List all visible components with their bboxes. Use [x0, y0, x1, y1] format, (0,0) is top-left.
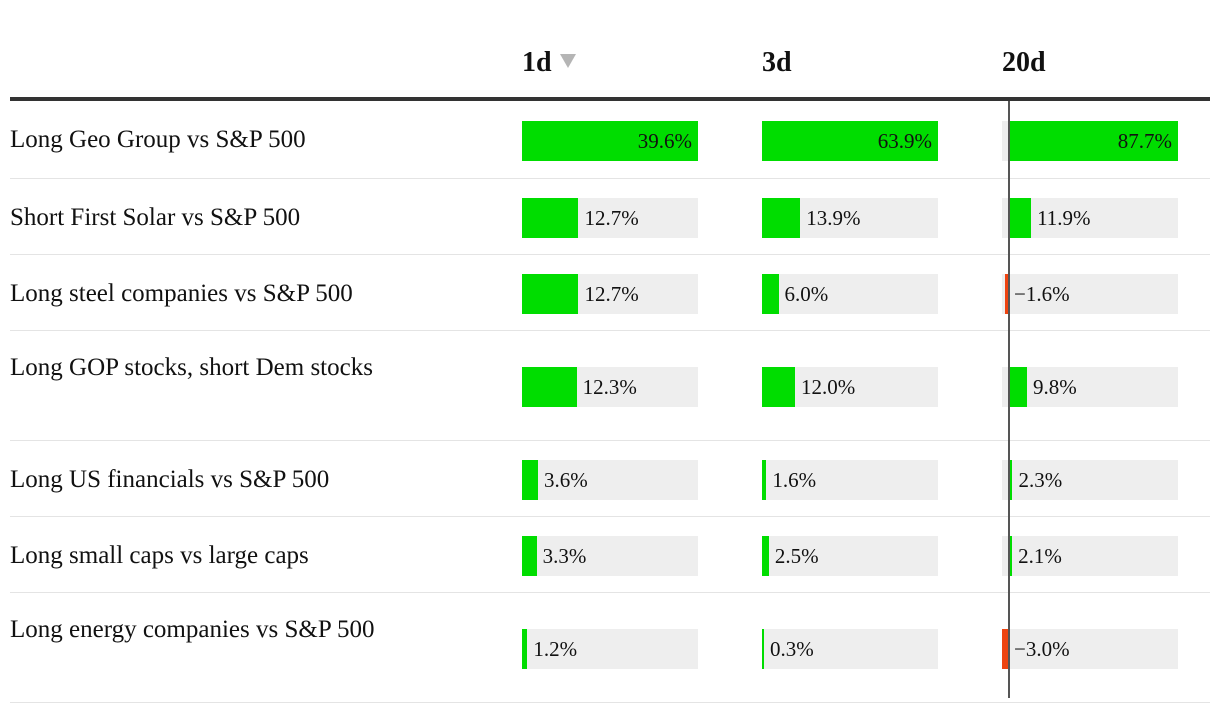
table-row: Long small caps vs large caps 3.3% 2.5% 2.1… [10, 517, 1210, 593]
bar-track-d1: 12.3% [522, 367, 698, 407]
value-label-d3: 12.0% [801, 375, 856, 399]
bar-d1 [522, 198, 579, 238]
column-header-3d[interactable]: 3d [762, 47, 792, 79]
bar-track-d20: −1.6% [1002, 274, 1178, 314]
bar-track-d3: 13.9% [762, 198, 938, 238]
bar-track-d3: 2.5% [762, 536, 938, 576]
value-label-d1: 3.3% [542, 544, 587, 568]
value-label-d1: 1.2% [533, 637, 578, 661]
table-header: 1d 3d 20d [10, 0, 1210, 101]
value-label-d3: 63.9% [877, 129, 932, 153]
bar-d3 [762, 460, 767, 500]
bar-track-d20: −3.0% [1002, 629, 1178, 669]
bar-d3 [762, 274, 779, 314]
table-row: Long Geo Group vs S&P 500 39.6% 63.9% 87.7% [10, 101, 1210, 179]
bar-d1 [522, 460, 538, 500]
zero-baseline-20d [1008, 101, 1010, 698]
value-label-d3: 0.3% [770, 637, 814, 661]
value-label-d3: 2.5% [774, 544, 819, 568]
value-label-d3: 1.6% [772, 468, 817, 492]
bar-track-d3: 0.3% [762, 629, 938, 669]
bar-track-d1: 3.6% [522, 460, 698, 500]
bar-d20 [1004, 274, 1008, 314]
bar-d20 [1008, 198, 1032, 238]
bar-track-d1: 3.3% [522, 536, 698, 576]
column-header-20d[interactable]: 20d [1002, 47, 1046, 79]
table-row: Long steel companies vs S&P 500 12.7% 6.0%… [10, 255, 1210, 331]
bar-track-d1: 1.2% [522, 629, 698, 669]
column-header-3d-label: 3d [762, 47, 792, 78]
value-label-d1: 12.3% [582, 375, 637, 399]
bar-d1 [522, 121, 698, 161]
bar-d3 [762, 629, 764, 669]
bar-track-d20: 11.9% [1002, 198, 1178, 238]
bar-d20 [1008, 460, 1013, 500]
bar-d3 [762, 367, 796, 407]
value-label-d20: 11.9% [1037, 206, 1091, 230]
value-label-d20: 2.3% [1018, 468, 1063, 492]
row-label: Long Geo Group vs S&P 500 [10, 126, 306, 153]
value-label-d20: 87.7% [1117, 129, 1172, 153]
bar-d3 [762, 121, 938, 161]
value-label-d20: 9.8% [1032, 375, 1077, 399]
value-label-d20: −1.6% [1014, 282, 1070, 306]
value-label-d20: −3.0% [1014, 637, 1070, 661]
bar-track-d1: 39.6% [522, 121, 698, 161]
bar-d20 [1008, 121, 1178, 161]
bar-d1 [522, 536, 537, 576]
column-header-20d-label: 20d [1002, 47, 1046, 78]
table-row: Short First Solar vs S&P 500 12.7% 13.9% 11… [10, 179, 1210, 255]
row-label: Long US financials vs S&P 500 [10, 466, 330, 493]
sort-descending-icon[interactable] [559, 54, 576, 68]
value-label-d20: 2.1% [1018, 544, 1062, 568]
bar-d20 [1002, 629, 1008, 669]
bar-d20 [1008, 536, 1013, 576]
table-row: Long energy companies vs S&P 500 1.2% 0.3%… [10, 593, 1210, 703]
column-header-1d[interactable]: 1d [522, 47, 576, 79]
bar-d3 [762, 536, 769, 576]
bar-track-d3: 12.0% [762, 367, 938, 407]
bar-d1 [522, 367, 577, 407]
bar-d20 [1008, 367, 1027, 407]
row-label: Long GOP stocks, short Dem stocks [10, 354, 373, 381]
row-label: Long steel companies vs S&P 500 [10, 280, 353, 307]
bar-d1 [522, 274, 579, 314]
value-label-d1: 39.6% [637, 129, 692, 153]
bar-track-d20: 87.7% [1002, 121, 1178, 161]
bar-track-d3: 6.0% [762, 274, 938, 314]
bar-track-d3: 63.9% [762, 121, 938, 161]
column-header-1d-label: 1d [522, 47, 552, 78]
bar-track-d20: 2.1% [1002, 536, 1178, 576]
bar-d3 [762, 198, 801, 238]
bar-track-d3: 1.6% [762, 460, 938, 500]
table-row: Long US financials vs S&P 500 3.6% 1.6% 2.3… [10, 441, 1210, 517]
value-label-d1: 3.6% [544, 468, 588, 492]
value-label-d3: 13.9% [806, 206, 861, 230]
bar-track-d20: 9.8% [1002, 367, 1178, 407]
bar-track-d20: 2.3% [1002, 460, 1178, 500]
returns-table: 1d 3d 20d Long Geo Group vs S&P 500 39.6%… [10, 0, 1210, 703]
row-label: Short First Solar vs S&P 500 [10, 204, 301, 231]
value-label-d3: 6.0% [784, 282, 829, 306]
table-row: Long GOP stocks, short Dem stocks 12.3% 12… [10, 331, 1210, 441]
value-label-d1: 12.7% [584, 206, 639, 230]
bar-d1 [522, 629, 528, 669]
value-label-d1: 12.7% [584, 282, 639, 306]
bar-track-d1: 12.7% [522, 274, 698, 314]
bar-track-d1: 12.7% [522, 198, 698, 238]
row-label: Long energy companies vs S&P 500 [10, 616, 375, 643]
row-label: Long small caps vs large caps [10, 542, 309, 569]
